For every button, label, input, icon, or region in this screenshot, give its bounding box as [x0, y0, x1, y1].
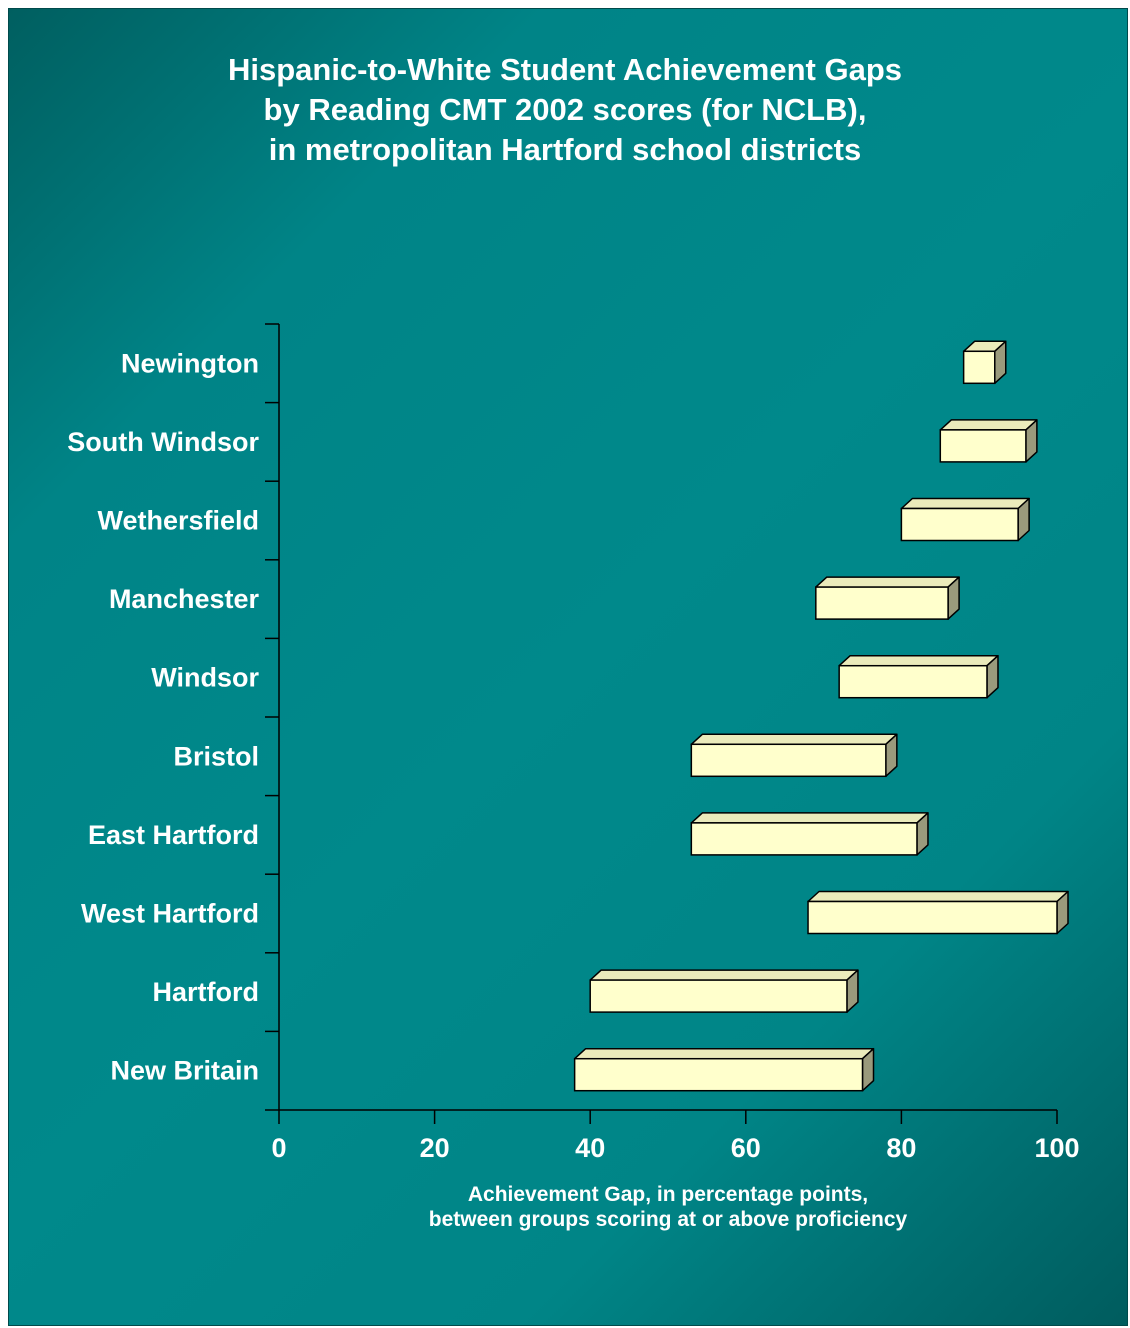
bar-front-face [589, 979, 848, 1013]
x-tick-label: 60 [731, 1133, 761, 1163]
x-tick-label: 100 [1034, 1133, 1079, 1163]
bar-top-face [900, 497, 1030, 510]
bar [807, 890, 1069, 935]
bar [838, 654, 999, 699]
category-label: Manchester [109, 584, 260, 614]
bar-front-face [900, 507, 1019, 542]
x-axis-title-line-2: between groups scoring at or above profi… [428, 1208, 908, 1231]
bar [815, 576, 960, 620]
category-label: Windsor [151, 663, 259, 693]
x-tick-label: 80 [886, 1133, 916, 1163]
bar-front-face [962, 350, 996, 385]
bar-top-face [690, 733, 898, 746]
bar-top-face [573, 1047, 875, 1060]
bar [939, 419, 1038, 463]
bar-front-face [838, 664, 988, 699]
x-tick-label: 0 [271, 1133, 286, 1163]
bar-front-face [939, 429, 1027, 463]
bar-front-face [815, 586, 949, 620]
category-label: Wethersfield [97, 506, 259, 536]
bar-top-face [690, 812, 929, 824]
bar-top-face [807, 890, 1069, 903]
category-label: Newington [121, 348, 259, 378]
x-tick-label: 20 [420, 1133, 450, 1163]
bar [573, 1047, 875, 1092]
category-label: Hartford [153, 977, 260, 1007]
bar [962, 340, 1007, 385]
chart-title-line-2: by Reading CMT 2002 scores (for NCLB), [263, 92, 867, 127]
bar [690, 733, 898, 778]
bar-front-face [690, 743, 887, 778]
bar [900, 497, 1030, 542]
category-label: South Windsor [67, 427, 259, 457]
chart-title: Hispanic-to-White Student Achievement Ga… [0, 50, 1130, 170]
chart-title-line-1: Hispanic-to-White Student Achievement Ga… [227, 52, 903, 87]
category-label: West Hartford [81, 899, 259, 929]
bar [589, 969, 859, 1013]
bar-top-face [589, 969, 859, 981]
bar-top-face [939, 419, 1038, 431]
bar-top-face [838, 654, 999, 667]
category-label: New Britain [110, 1056, 259, 1086]
x-tick-label: 40 [575, 1133, 605, 1163]
category-label: East Hartford [88, 820, 259, 850]
bar-top-face [815, 576, 960, 588]
x-axis-title-line-1: Achievement Gap, in percentage points, [467, 1183, 869, 1206]
x-axis-title: Achievement Gap, in percentage points, b… [279, 1182, 1057, 1232]
bar-front-face [690, 822, 918, 856]
category-label: Bristol [173, 741, 259, 771]
chart-title-line-3: in metropolitan Hartford school district… [268, 132, 862, 167]
bar-front-face [573, 1057, 864, 1092]
bar-front-face [807, 900, 1058, 935]
bar [690, 812, 929, 856]
